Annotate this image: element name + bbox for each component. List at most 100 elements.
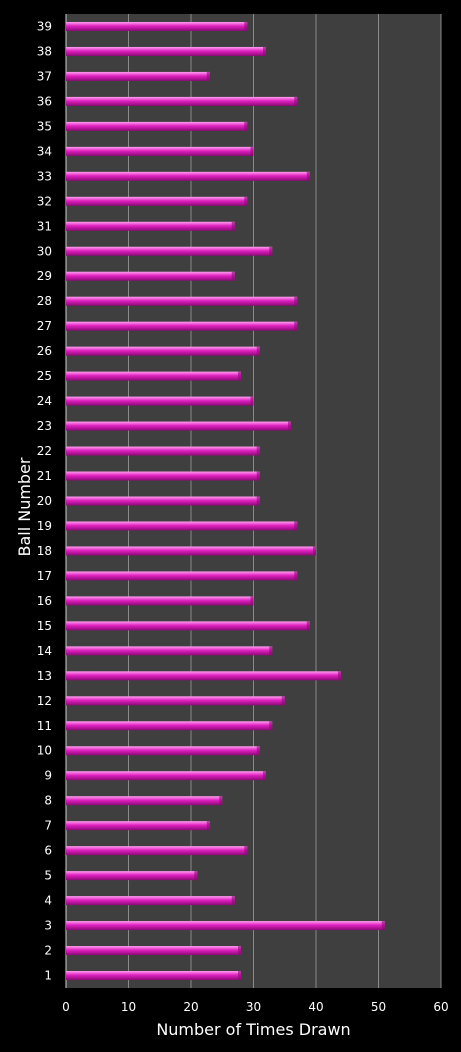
bar-end-cap — [256, 446, 260, 456]
y-tick-label-36: 36 — [37, 94, 52, 108]
y-tick-label-26: 26 — [37, 344, 52, 358]
bar-ball-35 — [66, 121, 248, 131]
bar-ball-20 — [66, 496, 260, 506]
bar-ball-12 — [66, 696, 285, 706]
bar-fill — [66, 321, 298, 331]
bar-fill — [66, 171, 310, 181]
bar-end-cap — [288, 421, 291, 431]
x-tick-label-0: 0 — [62, 1000, 70, 1014]
bar-ball-22 — [66, 446, 260, 456]
bar-fill — [66, 46, 266, 56]
bar-fill — [66, 821, 210, 831]
bar-end-cap — [231, 896, 235, 906]
bar-end-cap — [219, 796, 223, 806]
bar-fill — [66, 121, 248, 131]
y-tick-label-35: 35 — [37, 119, 52, 133]
y-tick-label-15: 15 — [37, 619, 52, 633]
bar-ball-8 — [66, 796, 223, 806]
bar-end-cap — [244, 21, 248, 31]
x-tick-label-40: 40 — [308, 1000, 323, 1014]
y-tick-label-20: 20 — [37, 494, 52, 508]
bar-end-cap — [256, 346, 260, 356]
bar-fill — [66, 221, 235, 231]
bar-end-cap — [306, 171, 310, 181]
bar-fill — [66, 546, 316, 556]
bar-end-cap — [238, 946, 241, 956]
y-tick-label-21: 21 — [37, 469, 52, 483]
bar-ball-27 — [66, 321, 298, 331]
bar-end-cap — [206, 71, 210, 81]
bar-end-cap — [263, 46, 266, 56]
bar-ball-38 — [66, 46, 266, 56]
bar-fill — [66, 771, 266, 781]
y-tick-label-29: 29 — [37, 269, 52, 283]
bar-ball-17 — [66, 571, 298, 581]
bar-ball-7 — [66, 821, 210, 831]
x-axis-title: Number of Times Drawn — [156, 1020, 350, 1039]
y-tick-label-11: 11 — [37, 719, 52, 733]
bar-fill — [66, 421, 291, 431]
bar-end-cap — [244, 121, 248, 131]
bar-end-cap — [194, 871, 198, 881]
bar-end-cap — [250, 596, 254, 606]
y-tick-label-13: 13 — [37, 669, 52, 683]
y-tick-label-18: 18 — [37, 544, 52, 558]
y-tick-label-1: 1 — [44, 969, 52, 983]
bar-ball-2 — [66, 946, 241, 956]
bar-end-cap — [231, 271, 235, 281]
bar-end-cap — [269, 246, 273, 256]
bar-end-cap — [244, 846, 248, 856]
bar-fill — [66, 746, 260, 756]
bar-ball-37 — [66, 71, 210, 81]
y-tick-label-5: 5 — [44, 869, 52, 883]
bar-ball-29 — [66, 271, 235, 281]
x-tick-labels: 0 10 20 30 40 50 60 — [62, 1000, 448, 1014]
bar-end-cap — [244, 196, 248, 206]
bar-end-cap — [294, 521, 298, 531]
bars — [66, 21, 385, 981]
y-tick-label-30: 30 — [37, 244, 52, 258]
y-tick-label-7: 7 — [44, 819, 52, 833]
bar-fill — [66, 796, 223, 806]
bar-fill — [66, 471, 260, 481]
y-tick-label-3: 3 — [44, 919, 52, 933]
bar-ball-25 — [66, 371, 241, 381]
bar-ball-23 — [66, 421, 291, 431]
bar-end-cap — [231, 221, 235, 231]
y-tick-label-17: 17 — [37, 569, 52, 583]
y-tick-label-16: 16 — [37, 594, 52, 608]
bar-ball-33 — [66, 171, 310, 181]
y-tick-label-23: 23 — [37, 419, 52, 433]
bar-ball-31 — [66, 221, 235, 231]
x-tick-label-30: 30 — [246, 1000, 261, 1014]
bar-end-cap — [281, 696, 285, 706]
bar-ball-6 — [66, 846, 248, 856]
y-tick-label-28: 28 — [37, 294, 52, 308]
bar-ball-11 — [66, 721, 273, 731]
bar-fill — [66, 271, 235, 281]
bar-end-cap — [206, 821, 210, 831]
y-axis-title: Ball Number — [15, 457, 34, 556]
bar-fill — [66, 346, 260, 356]
x-tick-label-10: 10 — [121, 1000, 136, 1014]
bar-end-cap — [238, 971, 241, 981]
bar-ball-13 — [66, 671, 341, 681]
bar-fill — [66, 396, 254, 406]
bar-ball-30 — [66, 246, 273, 256]
bar-ball-3 — [66, 921, 385, 931]
bar-ball-39 — [66, 21, 248, 31]
bar-fill — [66, 721, 273, 731]
bar-end-cap — [269, 721, 273, 731]
bar-end-cap — [313, 546, 316, 556]
bar-end-cap — [256, 471, 260, 481]
bar-fill — [66, 96, 298, 106]
bar-ball-34 — [66, 146, 254, 156]
bar-ball-14 — [66, 646, 273, 656]
y-tick-label-38: 38 — [37, 44, 52, 58]
y-tick-label-22: 22 — [37, 444, 52, 458]
bar-fill — [66, 371, 241, 381]
bar-ball-5 — [66, 871, 198, 881]
x-tick-label-60: 60 — [433, 1000, 448, 1014]
bar-fill — [66, 446, 260, 456]
bar-ball-26 — [66, 346, 260, 356]
